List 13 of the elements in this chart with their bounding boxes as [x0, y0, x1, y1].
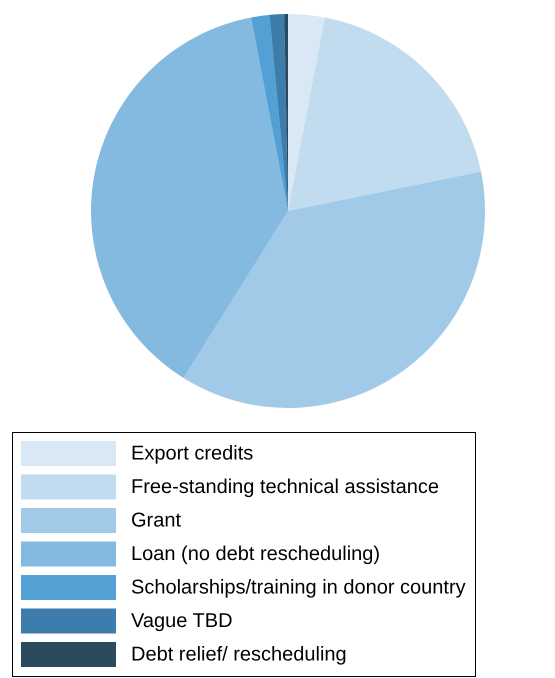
pie-slice — [183, 172, 485, 408]
legend-label: Grant — [131, 510, 182, 532]
legend-label: Scholarships/training in donor country — [131, 576, 466, 598]
pie-slice — [288, 17, 482, 211]
pie-slice — [288, 14, 325, 211]
pie-slice — [91, 17, 288, 378]
legend-label: Vague TBD — [131, 610, 233, 632]
legend-label: Loan (no debt rescheduling) — [131, 543, 380, 565]
legend-label: Debt relief/ rescheduling — [131, 644, 347, 666]
pie-slice — [269, 14, 288, 211]
legend-label: Export credits — [131, 442, 254, 464]
pie-slice — [251, 14, 288, 211]
legend-label: Free-standing technical assistance — [131, 476, 439, 498]
